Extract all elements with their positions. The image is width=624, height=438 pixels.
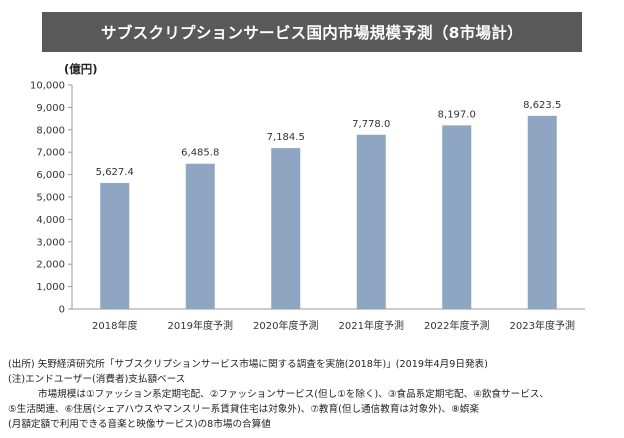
bar <box>356 134 386 309</box>
x-category-label: 2020年度予測 <box>253 319 318 332</box>
bar <box>527 115 557 309</box>
y-tick-label: 4,000 <box>36 215 65 226</box>
y-tick-label: 7,000 <box>36 148 65 159</box>
bar <box>185 163 215 309</box>
x-category-label: 2022年度予測 <box>424 319 489 332</box>
bar <box>100 182 130 309</box>
footnotes: (出所) 矢野経済研究所「サブスクリプションサービス市場に関する調査を実施(20… <box>8 357 620 432</box>
y-tick-label: 5,000 <box>36 193 65 204</box>
bar-value-label: 8,197.0 <box>438 109 476 120</box>
x-category-label: 2023年度予測 <box>510 319 575 332</box>
bar <box>442 125 472 309</box>
market-detail-line-1: 市場規模は①ファッション系定期宅配、②ファッションサービス(但し①を除く)、③食… <box>38 389 549 400</box>
y-tick-label: 3,000 <box>36 237 65 248</box>
source-note: (出所) 矢野経済研究所「サブスクリプションサービス市場に関する調査を実施(20… <box>8 359 488 370</box>
basis-note: (注)エンドユーザー(消費者)支払額ベース <box>8 374 186 385</box>
market-detail-line-2: ⑤生活関連、⑥住居(シェアハウスやマンスリー系賃貸住宅は対象外)、⑦教育(但し通… <box>8 404 479 415</box>
y-axis-unit-label: (億円) <box>64 62 98 76</box>
y-tick-label: 2,000 <box>36 260 65 271</box>
bar-value-label: 5,627.4 <box>96 167 134 178</box>
bar-value-label: 7,184.5 <box>267 132 305 143</box>
y-tick-label: 8,000 <box>36 125 65 136</box>
bar-chart: 0 1,000 2,000 3,000 4,000 5,000 6,000 7,000 8,00… <box>30 81 585 332</box>
x-category-label: 2019年度予測 <box>168 319 233 332</box>
market-detail-line-3: (月額定額で利用できる音楽と映像サービス)の8市場の合算値 <box>8 419 271 430</box>
y-tick-label: 10,000 <box>30 81 65 92</box>
bar-value-label: 7,778.0 <box>352 119 390 130</box>
y-tick-label: 0 <box>59 305 65 316</box>
y-tick-label: 9,000 <box>36 103 65 114</box>
y-tick-label: 6,000 <box>36 170 65 181</box>
x-category-label: 2021年度予測 <box>339 319 404 332</box>
bar-value-label: 6,485.8 <box>181 148 219 159</box>
y-tick-label: 1,000 <box>36 282 65 293</box>
bar-value-label: 8,623.5 <box>523 100 561 111</box>
x-category-label: 2018年度 <box>92 319 137 332</box>
bar <box>271 148 301 309</box>
chart-title: サブスクリプションサービス国内市場規模予測（8市場計） <box>42 12 582 52</box>
